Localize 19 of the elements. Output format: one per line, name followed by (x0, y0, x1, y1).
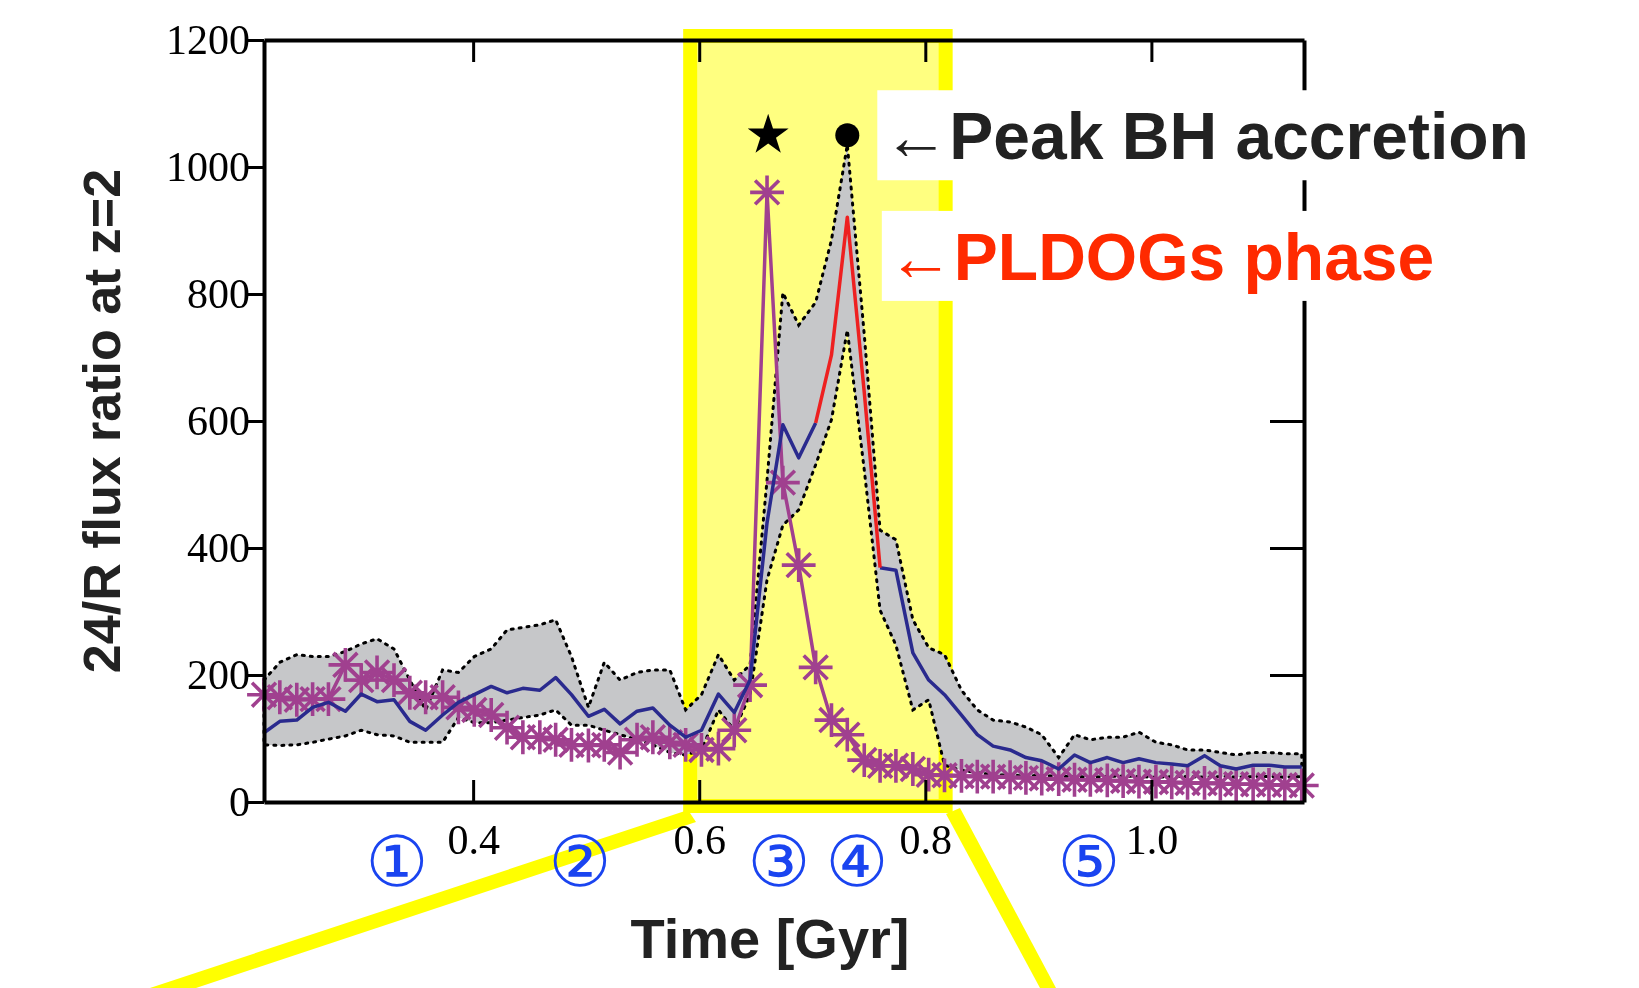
text: ④ (825, 821, 889, 903)
y-tick-label: 0 (229, 778, 250, 825)
y-tick-label: 1000 (166, 143, 250, 190)
x-tick-label: 0.6 (673, 816, 726, 863)
text: ① (365, 821, 429, 903)
text: ③ (747, 821, 811, 903)
x-axis-title: Time [Gyr] (630, 907, 910, 970)
annotation: ←Peak BH accretion (883, 99, 1529, 174)
y-tick-label: 1200 (166, 16, 250, 63)
x-tick-label: 0.8 (899, 816, 953, 863)
text: ⑤ (1057, 821, 1121, 903)
y-tick-label: 600 (187, 397, 250, 444)
x-tick-label: 0.4 (447, 816, 500, 863)
y-tick-label: 200 (187, 651, 250, 698)
y-tick-label: 400 (187, 524, 250, 571)
annotation: ←PLDOGs phase (887, 219, 1435, 294)
x-tick-label: 1.0 (1125, 816, 1179, 863)
y-tick-label: 800 (187, 270, 250, 317)
y-axis-title: 24/R flux ratio at z=2 (73, 168, 131, 674)
